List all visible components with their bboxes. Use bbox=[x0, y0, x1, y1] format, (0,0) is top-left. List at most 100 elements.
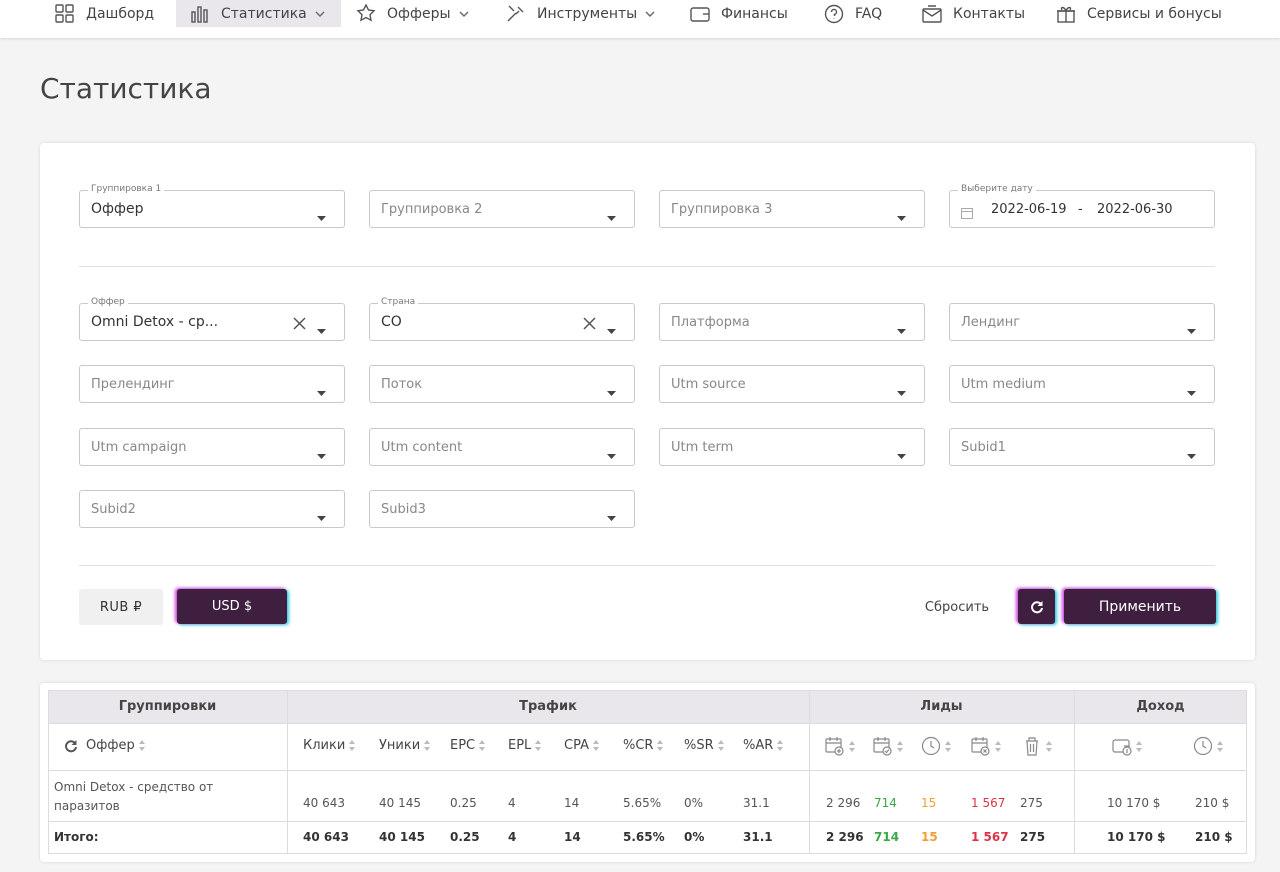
icon-shape bbox=[607, 391, 616, 396]
icon-shape bbox=[1026, 737, 1038, 756]
icon-shape bbox=[317, 391, 326, 396]
select-field[interactable]: Платформа bbox=[659, 303, 925, 341]
column-header-label: Уники bbox=[379, 738, 421, 753]
field-placeholder: Utm content bbox=[381, 440, 463, 455]
column-header[interactable]: Оффер bbox=[64, 738, 145, 753]
icon-shape bbox=[317, 516, 326, 521]
reset-button[interactable]: Сбросить bbox=[924, 599, 990, 615]
icon-shape bbox=[317, 329, 326, 334]
icon-shape bbox=[607, 391, 616, 396]
select-field[interactable]: Utm term bbox=[659, 428, 925, 466]
column-header-icon[interactable] bbox=[825, 736, 855, 756]
select-field[interactable]: Utm campaign bbox=[79, 428, 345, 466]
select-field[interactable]: Лендинг bbox=[949, 303, 1215, 341]
icon bbox=[971, 736, 991, 756]
select-field[interactable]: Группировка 2 bbox=[369, 190, 635, 228]
select-field[interactable]: Utm content bbox=[369, 428, 635, 466]
select-field[interactable]: Страна CO bbox=[369, 297, 635, 341]
icon-shape bbox=[657, 740, 664, 751]
nav-item[interactable]: FAQ bbox=[824, 0, 882, 27]
column-header-label: Оффер bbox=[86, 738, 135, 753]
icon-shape bbox=[837, 749, 841, 753]
select-field[interactable]: Subid2 bbox=[79, 490, 345, 528]
table-cell: 275 bbox=[1020, 796, 1043, 810]
table-cell: 1 567 bbox=[971, 830, 1009, 844]
icon bbox=[961, 204, 973, 223]
column-header[interactable]: CPA bbox=[564, 738, 599, 753]
icon-shape bbox=[1026, 737, 1038, 756]
nav-item[interactable]: Инструменты bbox=[506, 0, 655, 27]
icon bbox=[897, 206, 906, 225]
chevron bbox=[459, 11, 469, 17]
icon-shape bbox=[897, 454, 906, 459]
select-field[interactable]: Utm source bbox=[659, 365, 925, 403]
field-label: Группировка 1 bbox=[88, 184, 165, 194]
icon-shape bbox=[717, 740, 724, 751]
column-header-icon[interactable] bbox=[1193, 736, 1223, 756]
icon-shape bbox=[424, 740, 431, 751]
column-header[interactable]: EPL bbox=[508, 738, 542, 753]
column-header-icon[interactable] bbox=[1112, 736, 1142, 756]
icon-shape bbox=[897, 740, 903, 752]
nav-label: Дашборд bbox=[86, 5, 155, 22]
select-field[interactable]: Прелендинг bbox=[79, 365, 345, 403]
select-field[interactable]: Utm medium bbox=[949, 365, 1215, 403]
top-nav: Дашборд Статистика Офферы Инструменты Финанс… bbox=[0, 0, 1280, 38]
icon-shape bbox=[961, 208, 973, 219]
select-field[interactable]: Subid1 bbox=[949, 428, 1215, 466]
column-header-icon[interactable] bbox=[971, 736, 1001, 756]
currency-button[interactable]: RUB ₽ bbox=[79, 589, 163, 625]
apply-button[interactable]: Применить bbox=[1064, 589, 1216, 624]
clear-button[interactable] bbox=[293, 315, 306, 334]
column-header-label: %CR bbox=[623, 738, 654, 753]
icon bbox=[479, 740, 486, 751]
icon-shape bbox=[921, 736, 941, 756]
table-cell: Omni Detox - средство от паразитов bbox=[54, 780, 214, 813]
icon-shape bbox=[921, 736, 941, 756]
select-field[interactable]: Группировка 1 Оффер bbox=[79, 184, 345, 228]
icon-shape bbox=[607, 454, 616, 459]
column-header[interactable]: %SR bbox=[684, 738, 724, 753]
field-label: Выберите дату bbox=[958, 184, 1036, 194]
nav-item[interactable]: Контакты bbox=[922, 0, 1025, 27]
select-field[interactable]: Оффер Omni Detox - ср... bbox=[79, 297, 345, 341]
column-header[interactable]: EPC bbox=[450, 738, 486, 753]
group-header: Лиды bbox=[920, 699, 963, 714]
column-header[interactable]: Уники bbox=[379, 738, 431, 753]
icon bbox=[317, 444, 326, 463]
column-header[interactable]: %CR bbox=[623, 738, 664, 753]
column-header[interactable]: Клики bbox=[303, 738, 356, 753]
nav-icon bbox=[55, 3, 74, 23]
table-cell: 2 296 bbox=[826, 830, 864, 844]
table-cell: 10 170 $ bbox=[1107, 830, 1166, 844]
icon-shape bbox=[1202, 741, 1207, 749]
select-field[interactable]: Поток bbox=[369, 365, 635, 403]
icon-shape bbox=[1136, 740, 1142, 752]
icon-shape bbox=[825, 737, 844, 756]
column-header-icon[interactable] bbox=[921, 736, 951, 756]
nav-item[interactable]: Офферы bbox=[356, 0, 469, 27]
clear-button[interactable] bbox=[583, 315, 596, 334]
icon bbox=[777, 740, 784, 751]
select-field[interactable]: Группировка 3 bbox=[659, 190, 925, 228]
column-header-label: Клики bbox=[303, 738, 346, 753]
nav-item[interactable]: Статистика bbox=[176, 0, 341, 27]
date-field[interactable]: Выберите дату 2022-06-19-2022-06-30 bbox=[949, 184, 1215, 228]
nav-item[interactable]: Дашборд bbox=[55, 0, 154, 27]
nav-item[interactable]: Сервисы и бонусы bbox=[1056, 0, 1222, 27]
column-header-icon[interactable] bbox=[1022, 736, 1052, 756]
nav-item[interactable]: Финансы bbox=[690, 0, 788, 27]
refresh-button[interactable] bbox=[1018, 589, 1055, 624]
icon-shape bbox=[317, 329, 326, 334]
icon-shape bbox=[317, 454, 326, 459]
row-divider bbox=[48, 770, 1247, 771]
column-header-icon[interactable] bbox=[873, 736, 903, 756]
icon bbox=[317, 319, 326, 338]
table-cell: 5.65% bbox=[623, 796, 662, 810]
currency-button-active[interactable]: USD $ bbox=[177, 589, 287, 624]
table-cell: 40 145 bbox=[379, 830, 425, 844]
column-header[interactable]: %AR bbox=[743, 738, 784, 753]
select-field[interactable]: Subid3 bbox=[369, 490, 635, 528]
icon-shape bbox=[592, 740, 599, 751]
